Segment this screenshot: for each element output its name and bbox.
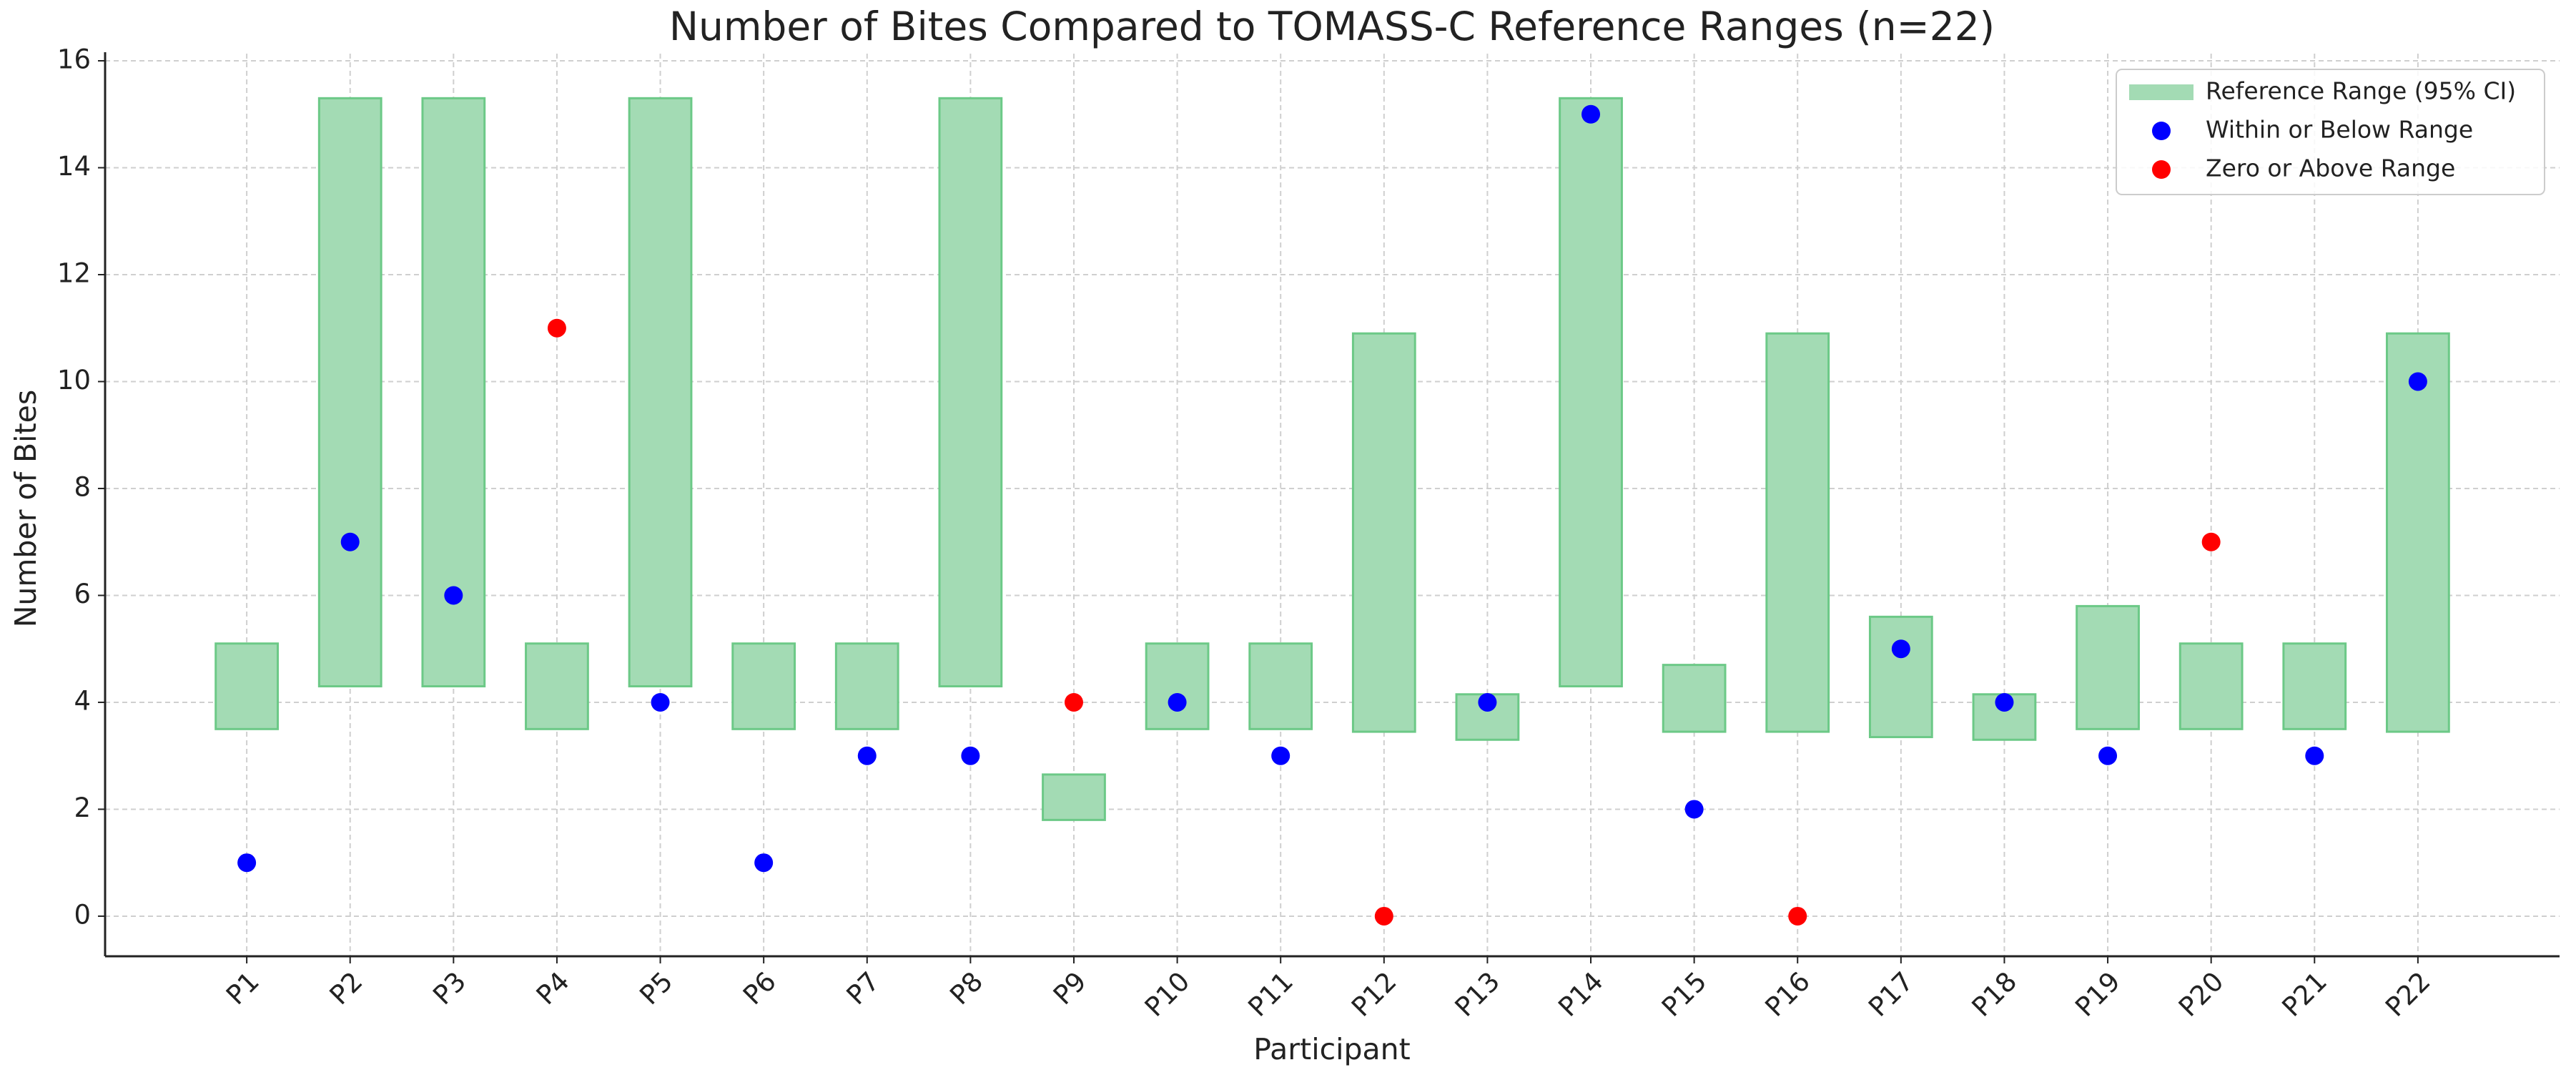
data-point	[340, 532, 360, 551]
x-tick-label: P20	[2173, 966, 2229, 1022]
x-tick-label: P2	[324, 966, 369, 1011]
range-bar	[628, 97, 693, 688]
legend-box	[2116, 69, 2545, 195]
x-tick-label: P6	[737, 966, 782, 1011]
data-point	[444, 586, 463, 605]
x-tick-label: P12	[1346, 966, 1402, 1022]
range-bar	[731, 642, 796, 730]
x-tick-label: P3	[427, 966, 472, 1011]
y-tick-label: 10	[57, 365, 91, 396]
legend-label: Reference Range (95% CI)	[2206, 77, 2516, 105]
data-point	[237, 853, 257, 873]
range-bar	[834, 642, 899, 730]
data-point	[2201, 532, 2221, 551]
x-tick-label: P1	[220, 966, 265, 1011]
x-tick-label: P22	[2379, 966, 2436, 1022]
y-tick-label: 8	[74, 471, 91, 502]
data-point	[1374, 906, 1393, 926]
data-point	[547, 318, 566, 338]
legend-label: Within or Below Range	[2206, 116, 2473, 144]
x-tick-label: P9	[1047, 966, 1092, 1011]
range-bar	[1145, 642, 1210, 730]
data-point	[1478, 692, 1497, 712]
range-bar	[525, 642, 589, 730]
range-bar	[1662, 664, 1727, 733]
data-point	[1788, 906, 1807, 926]
y-tick-label: 12	[57, 257, 91, 288]
x-tick-label: P8	[944, 966, 989, 1011]
x-tick-label: P5	[634, 966, 679, 1011]
legend-label: Zero or Above Range	[2206, 154, 2455, 182]
data-point	[2305, 746, 2324, 765]
x-tick-label: P14	[1552, 966, 1609, 1022]
data-point	[651, 692, 670, 712]
x-tick-label: P15	[1656, 966, 1712, 1022]
x-tick-label: P13	[1449, 966, 1506, 1022]
range-bar	[2282, 642, 2347, 730]
range-bar	[2386, 332, 2450, 733]
data-point	[1064, 692, 1083, 712]
range-bar	[1351, 332, 1416, 733]
range-bar	[938, 97, 1003, 688]
y-tick-label: 2	[74, 792, 91, 823]
x-tick-label: P11	[1243, 966, 1299, 1022]
x-tick-label: P4	[531, 966, 576, 1011]
range-bar	[1248, 642, 1313, 730]
data-point	[1891, 639, 1910, 659]
range-bar	[214, 642, 279, 730]
x-tick-label: P21	[2276, 966, 2333, 1022]
data-point	[857, 746, 877, 765]
range-bar	[1559, 97, 1623, 688]
data-point	[1581, 104, 1601, 124]
y-tick-label: 6	[74, 579, 91, 609]
data-point	[961, 746, 980, 765]
range-bar	[2178, 642, 2244, 730]
y-axis-label: Number of Bites	[9, 390, 43, 627]
y-tick-label: 4	[74, 685, 91, 716]
range-bar	[1868, 615, 1933, 739]
x-tick-label: P18	[1966, 966, 2023, 1022]
x-tick-label: P17	[1862, 966, 1919, 1022]
chart-title: Number of Bites Compared to TOMASS-C Ref…	[669, 4, 1995, 49]
y-tick-label: 0	[74, 899, 91, 930]
range-bar	[2076, 604, 2140, 730]
range-bar	[1765, 332, 1830, 733]
data-point	[1684, 800, 1704, 819]
legend-marker	[2152, 160, 2171, 179]
data-point	[1168, 692, 1187, 712]
data-point	[2098, 746, 2118, 765]
x-tick-label: P10	[1139, 966, 1195, 1022]
range-bar	[317, 97, 383, 688]
data-point	[1995, 692, 2014, 712]
y-tick-label: 14	[57, 151, 91, 182]
data-point	[1271, 746, 1291, 765]
x-tick-label: P19	[2069, 966, 2126, 1022]
data-point	[2408, 372, 2427, 391]
data-point	[754, 853, 774, 873]
x-tick-label: P7	[841, 966, 886, 1011]
range-bar	[1042, 773, 1106, 821]
y-tick-label: 16	[57, 44, 91, 75]
legend-swatch	[2129, 84, 2193, 100]
x-axis-label: Participant	[1253, 1032, 1410, 1066]
legend-marker	[2152, 122, 2171, 140]
x-tick-label: P16	[1760, 966, 1816, 1022]
